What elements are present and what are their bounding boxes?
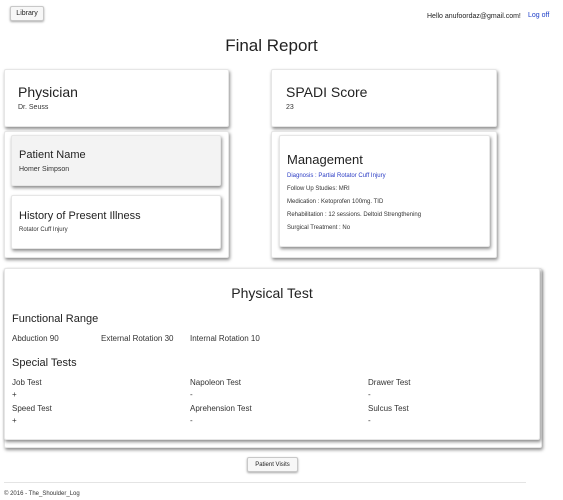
history-text: Rotator Cuff Injury xyxy=(19,227,68,233)
management-heading: Management xyxy=(287,152,363,167)
page-title: Final Report xyxy=(225,36,318,55)
test-name-aprehension: Aprehension Test xyxy=(190,404,252,413)
test-name-sulcus: Sulcus Test xyxy=(368,404,409,413)
physician-name: Dr. Seuss xyxy=(18,104,49,111)
test-name-job: Job Test xyxy=(12,378,42,387)
patient-heading: Patient Name xyxy=(19,149,86,161)
physician-card: Physician Dr. Seuss xyxy=(4,69,229,127)
spadi-card: SPADI Score 23 xyxy=(271,69,497,127)
patient-name: Homer Simpson xyxy=(19,166,70,173)
test-result-drawer: - xyxy=(368,390,371,399)
test-name-napoleon: Napoleon Test xyxy=(190,378,241,387)
test-result-aprehension: - xyxy=(190,416,193,425)
history-card: History of Present Illness Rotator Cuff … xyxy=(11,195,221,249)
spadi-heading: SPADI Score xyxy=(286,84,368,100)
logoff-link[interactable]: Log off xyxy=(528,12,550,19)
greeting-text: Hello anufoordaz@gmail.com! xyxy=(427,13,521,20)
footer-copyright: © 2016 - The_Shoulder_Log xyxy=(4,491,80,497)
functional-internal-rotation: Internal Rotation 10 xyxy=(190,334,260,343)
test-name-drawer: Drawer Test xyxy=(368,378,411,387)
footer-divider xyxy=(4,482,526,483)
management-diagnosis: Diagnosis : Partial Rotator Cuff Injury xyxy=(287,173,386,179)
library-button[interactable]: Library xyxy=(10,6,44,21)
test-result-speed: + xyxy=(12,416,17,425)
history-heading: History of Present Illness xyxy=(19,210,141,222)
management-surgical: Surgical Treatment : No xyxy=(287,225,351,231)
test-name-speed: Speed Test xyxy=(12,404,52,413)
patient-card: Patient Name Homer Simpson xyxy=(11,135,221,186)
spadi-value: 23 xyxy=(286,104,294,111)
functional-abduction: Abduction 90 xyxy=(12,334,59,343)
functional-external-rotation: External Rotation 30 xyxy=(101,334,174,343)
management-card: Management Diagnosis : Partial Rotator C… xyxy=(279,135,490,247)
physical-test-title: Physical Test xyxy=(231,285,313,301)
test-result-job: + xyxy=(12,390,17,399)
management-followup: Follow Up Studies: MRI xyxy=(287,186,350,192)
functional-range-heading: Functional Range xyxy=(12,313,99,325)
patient-visits-button[interactable]: Patient Visits xyxy=(247,457,298,472)
test-result-sulcus: - xyxy=(368,416,371,425)
physical-test-card: Physical Test Functional Range Abduction… xyxy=(4,268,540,440)
test-result-napoleon: - xyxy=(190,390,193,399)
management-medication: Medication : Ketoprofen 100mg. TID xyxy=(287,199,384,205)
physician-heading: Physician xyxy=(18,84,78,100)
management-rehabilitation: Rehabilitation : 12 sessions. Deltoid St… xyxy=(287,212,422,218)
special-tests-heading: Special Tests xyxy=(12,357,77,369)
